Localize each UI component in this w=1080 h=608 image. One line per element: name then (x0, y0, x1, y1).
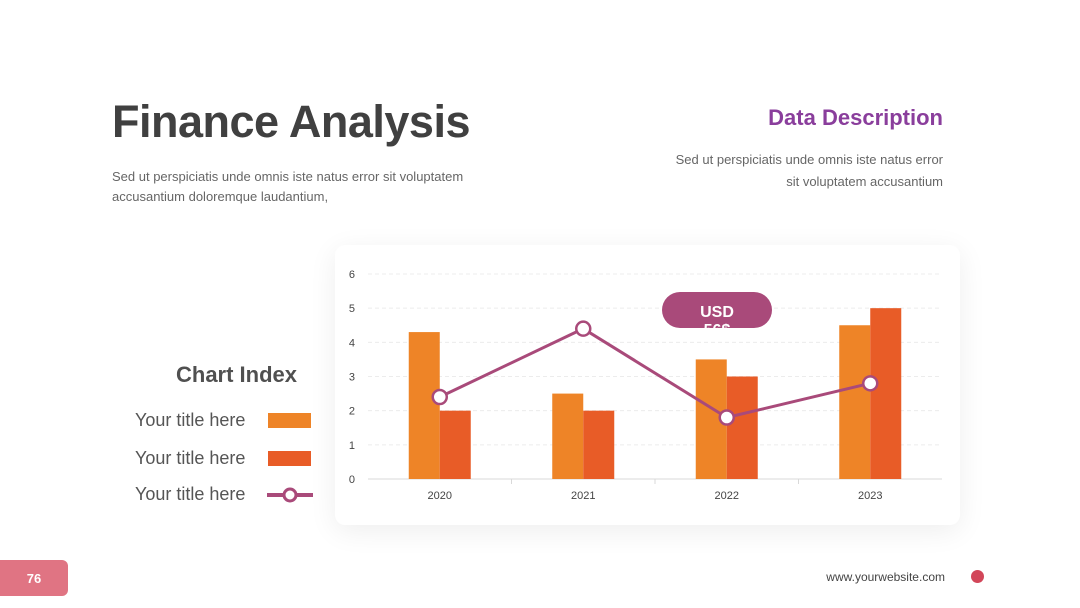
x-tick-label: 2021 (571, 490, 595, 502)
legend-swatch-red-orange-icon (268, 451, 311, 466)
chart-index-heading: Chart Index (176, 362, 298, 387)
legend-label-3: Your title here (135, 484, 246, 504)
line-series (439, 327, 871, 419)
data-description-text: Sed ut perspiciatis unde omnis iste natu… (675, 152, 943, 189)
x-tick-label: 2022 (715, 490, 739, 502)
y-tick-label: 2 (349, 406, 355, 418)
legend-item-2: Your title here (135, 447, 315, 471)
y-tick-label: 5 (349, 303, 355, 315)
y-tick-label: 4 (349, 337, 355, 349)
line-point (431, 388, 448, 406)
bar-series-2 (726, 376, 758, 479)
legend-line-marker-icon (267, 487, 313, 503)
line-point (575, 320, 592, 337)
y-tick-label: 3 (349, 372, 355, 384)
bar-series-2 (583, 410, 615, 479)
chart-card: 0 1 2 3 4 5 6 2020 2021 2022 2023 USD 56$ (335, 245, 960, 525)
legend-swatch-orange-icon (268, 413, 311, 428)
bar-series-1 (552, 393, 584, 479)
legend-label-1: Your title here (135, 410, 246, 430)
bar-series-2 (439, 410, 471, 479)
legend-label-2: Your title here (135, 448, 246, 468)
bar-series-1 (839, 325, 871, 479)
red-dot-icon (971, 570, 984, 583)
page-number-badge: 76 (0, 560, 68, 596)
slide-title: Finance Analysis (112, 96, 470, 147)
usd-callout-pill (662, 292, 772, 328)
finance-chart: 0 1 2 3 4 5 6 2020 2021 2022 2023 USD 56$ (349, 269, 942, 502)
x-tick-label: 2020 (428, 490, 452, 502)
bar-series-1 (408, 332, 440, 479)
website-url[interactable]: www.yourwebsite.com (826, 570, 945, 584)
legend-item-1: Your title here (135, 409, 315, 433)
data-description-heading: Data Description (768, 105, 943, 130)
usd-callout-label: USD 56$ (700, 304, 734, 339)
line-point (862, 375, 879, 392)
x-tick-label: 2023 (858, 490, 882, 502)
legend-item-3: Your title here (135, 483, 315, 507)
line-point (718, 409, 735, 426)
bar-series-2 (870, 308, 902, 479)
y-tick-label: 1 (349, 440, 355, 452)
y-tick-label: 0 (349, 474, 355, 486)
slide-subtitle: Sed ut perspiciatis unde omnis iste natu… (112, 169, 464, 204)
y-tick-label: 6 (349, 269, 355, 281)
